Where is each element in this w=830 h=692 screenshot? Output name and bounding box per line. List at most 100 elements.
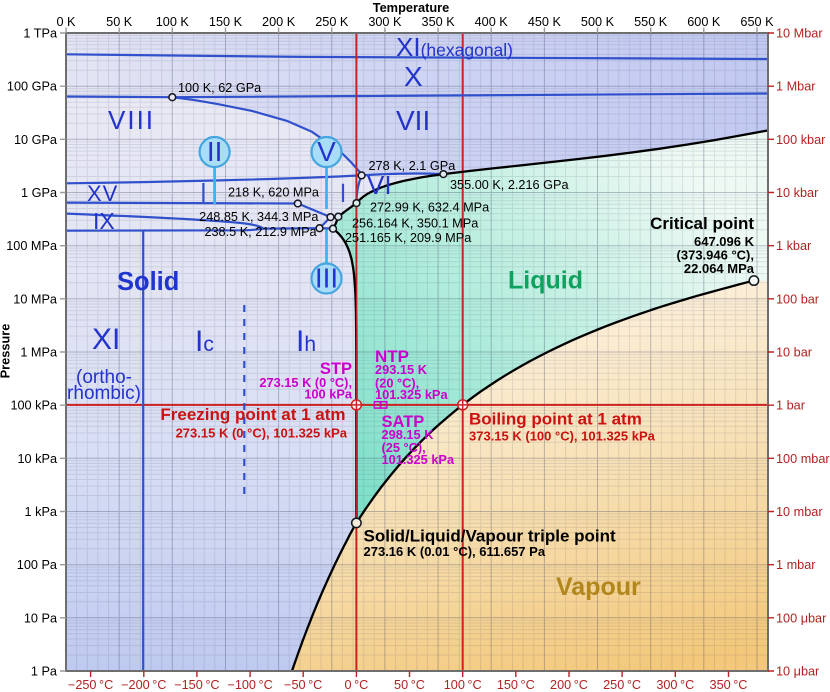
svg-text:SATP: SATP xyxy=(382,413,425,431)
svg-text:200 K: 200 K xyxy=(262,15,296,29)
svg-text:100 °C: 100 °C xyxy=(444,678,482,692)
svg-text:Boiling point at 1 atm: Boiling point at 1 atm xyxy=(469,410,642,429)
svg-text:1 kPa: 1 kPa xyxy=(25,505,58,519)
svg-text:10 bar: 10 bar xyxy=(776,346,813,360)
svg-text:355.00 K, 2.216 GPa: 355.00 K, 2.216 GPa xyxy=(450,178,569,192)
svg-text:647.096 K: 647.096 K xyxy=(694,234,755,249)
svg-text:1 GPa: 1 GPa xyxy=(21,186,58,200)
svg-text:II: II xyxy=(207,136,223,167)
svg-text:(ortho-: (ortho- xyxy=(76,367,132,388)
svg-text:Freezing point at 1 atm: Freezing point at 1 atm xyxy=(160,405,345,424)
svg-text:273.16 K (0.01 °C), 611.657 Pa: 273.16 K (0.01 °C), 611.657 Pa xyxy=(364,544,546,559)
svg-text:300 K: 300 K xyxy=(368,15,402,29)
svg-text:XV: XV xyxy=(87,181,118,206)
svg-text:350 K: 350 K xyxy=(422,15,456,29)
svg-text:272.99 K, 632.4 MPa: 272.99 K, 632.4 MPa xyxy=(370,201,490,215)
svg-text:Pressure: Pressure xyxy=(0,324,13,379)
svg-text:350 °C: 350 °C xyxy=(710,678,748,692)
svg-text:150 K: 150 K xyxy=(209,15,243,29)
svg-text:Liquid: Liquid xyxy=(508,267,583,295)
svg-text:248.85 K, 344.3 MPa: 248.85 K, 344.3 MPa xyxy=(199,210,319,224)
svg-text:50 °C: 50 °C xyxy=(394,678,425,692)
svg-text:450 K: 450 K xyxy=(528,15,562,29)
svg-text:Solid: Solid xyxy=(117,268,179,296)
svg-text:300 °C: 300 °C xyxy=(656,678,694,692)
svg-text:Vapour: Vapour xyxy=(556,573,641,601)
svg-text:278 K, 2.1 GPa: 278 K, 2.1 GPa xyxy=(369,159,457,173)
svg-text:600 K: 600 K xyxy=(687,15,721,29)
svg-text:NTP: NTP xyxy=(375,347,409,366)
svg-text:100 kbar: 100 kbar xyxy=(776,133,826,147)
svg-text:10 MPa: 10 MPa xyxy=(13,292,58,306)
svg-text:298.15 K: 298.15 K xyxy=(382,427,435,442)
svg-text:550 K: 550 K xyxy=(634,15,668,29)
svg-text:Ih: Ih xyxy=(296,325,316,358)
svg-text:100 kPa: 100 kPa xyxy=(10,399,57,413)
svg-text:Solid/Liquid/Vapour triple poi: Solid/Liquid/Vapour triple point xyxy=(364,527,616,546)
svg-text:251.165 K, 209.9 MPa: 251.165 K, 209.9 MPa xyxy=(345,231,472,245)
svg-text:Ic: Ic xyxy=(195,325,214,358)
svg-text:100 μbar: 100 μbar xyxy=(776,611,827,625)
svg-text:100 K: 100 K xyxy=(156,15,190,29)
svg-text:XI: XI xyxy=(92,323,120,356)
svg-text:X: X xyxy=(404,61,423,92)
svg-text:100 mbar: 100 mbar xyxy=(776,452,830,466)
svg-text:101.325 kPa: 101.325 kPa xyxy=(382,452,455,467)
svg-text:100 K, 62 GPa: 100 K, 62 GPa xyxy=(178,81,262,95)
svg-text:500 K: 500 K xyxy=(581,15,615,29)
svg-text:100 GPa: 100 GPa xyxy=(7,80,58,94)
svg-text:−150 °C: −150 °C xyxy=(174,678,219,692)
svg-text:100 MPa: 100 MPa xyxy=(6,239,58,253)
svg-text:10 Pa: 10 Pa xyxy=(24,611,58,625)
svg-text:250 °C: 250 °C xyxy=(603,678,641,692)
svg-text:VI: VI xyxy=(367,170,392,200)
svg-text:100 bar: 100 bar xyxy=(776,292,820,306)
svg-text:100 Pa: 100 Pa xyxy=(17,558,58,572)
svg-text:10 Mbar: 10 Mbar xyxy=(776,27,823,41)
svg-text:200 °C: 200 °C xyxy=(550,678,588,692)
svg-text:VIII: VIII xyxy=(108,105,155,135)
svg-text:−250 °C: −250 °C xyxy=(68,678,113,692)
svg-text:1 kbar: 1 kbar xyxy=(776,239,812,253)
svg-text:1 Pa: 1 Pa xyxy=(31,665,58,679)
svg-text:10 μbar: 10 μbar xyxy=(776,665,820,679)
svg-text:−200 °C: −200 °C xyxy=(121,678,166,692)
svg-text:rhombic): rhombic) xyxy=(67,383,141,404)
svg-text:100 kPa: 100 kPa xyxy=(304,387,353,402)
svg-text:238.5 K, 212.9 MPa: 238.5 K, 212.9 MPa xyxy=(204,225,317,239)
svg-text:250 K: 250 K xyxy=(315,15,349,29)
svg-text:1 mbar: 1 mbar xyxy=(776,558,816,572)
svg-text:1 TPa: 1 TPa xyxy=(23,27,58,41)
svg-text:293.15 K: 293.15 K xyxy=(375,362,428,377)
svg-text:10 GPa: 10 GPa xyxy=(14,133,58,147)
svg-text:III: III xyxy=(315,263,338,294)
svg-text:1 MPa: 1 MPa xyxy=(20,346,58,360)
svg-text:650 K: 650 K xyxy=(740,15,774,29)
svg-text:(25 °C),: (25 °C), xyxy=(382,440,426,455)
svg-text:10 mbar: 10 mbar xyxy=(776,505,823,519)
svg-text:50 K: 50 K xyxy=(106,15,133,29)
svg-text:0 K: 0 K xyxy=(56,15,76,29)
svg-text:(20 °C),: (20 °C), xyxy=(375,376,419,391)
svg-text:273.15 K (0 °C), 101.325 kPa: 273.15 K (0 °C), 101.325 kPa xyxy=(176,426,348,441)
svg-text:22.064 MPa: 22.064 MPa xyxy=(684,261,755,276)
svg-text:V: V xyxy=(317,136,336,167)
svg-text:256.164 K, 350.1 MPa: 256.164 K, 350.1 MPa xyxy=(352,217,479,231)
svg-text:1 Mbar: 1 Mbar xyxy=(776,80,816,94)
svg-text:273.15 K (0 °C),: 273.15 K (0 °C), xyxy=(259,375,352,390)
svg-text:1 bar: 1 bar xyxy=(776,399,806,413)
svg-text:VII: VII xyxy=(396,105,430,136)
svg-text:150 °C: 150 °C xyxy=(497,678,535,692)
svg-text:10 kPa: 10 kPa xyxy=(18,452,58,466)
svg-text:101.325 kPa: 101.325 kPa xyxy=(375,387,448,402)
svg-text:Critical point: Critical point xyxy=(650,214,754,233)
svg-text:218 K, 620 MPa: 218 K, 620 MPa xyxy=(228,186,320,200)
svg-text:400 K: 400 K xyxy=(475,15,509,29)
svg-text:STP: STP xyxy=(320,360,352,378)
svg-text:−50 °C: −50 °C xyxy=(284,678,322,692)
svg-text:IX: IX xyxy=(93,208,115,234)
svg-text:10 kbar: 10 kbar xyxy=(776,186,819,200)
svg-text:Temperature: Temperature xyxy=(373,0,450,15)
svg-text:0 °C: 0 °C xyxy=(344,678,368,692)
svg-text:373.15 K (100 °C), 101.325 kPa: 373.15 K (100 °C), 101.325 kPa xyxy=(469,429,656,444)
